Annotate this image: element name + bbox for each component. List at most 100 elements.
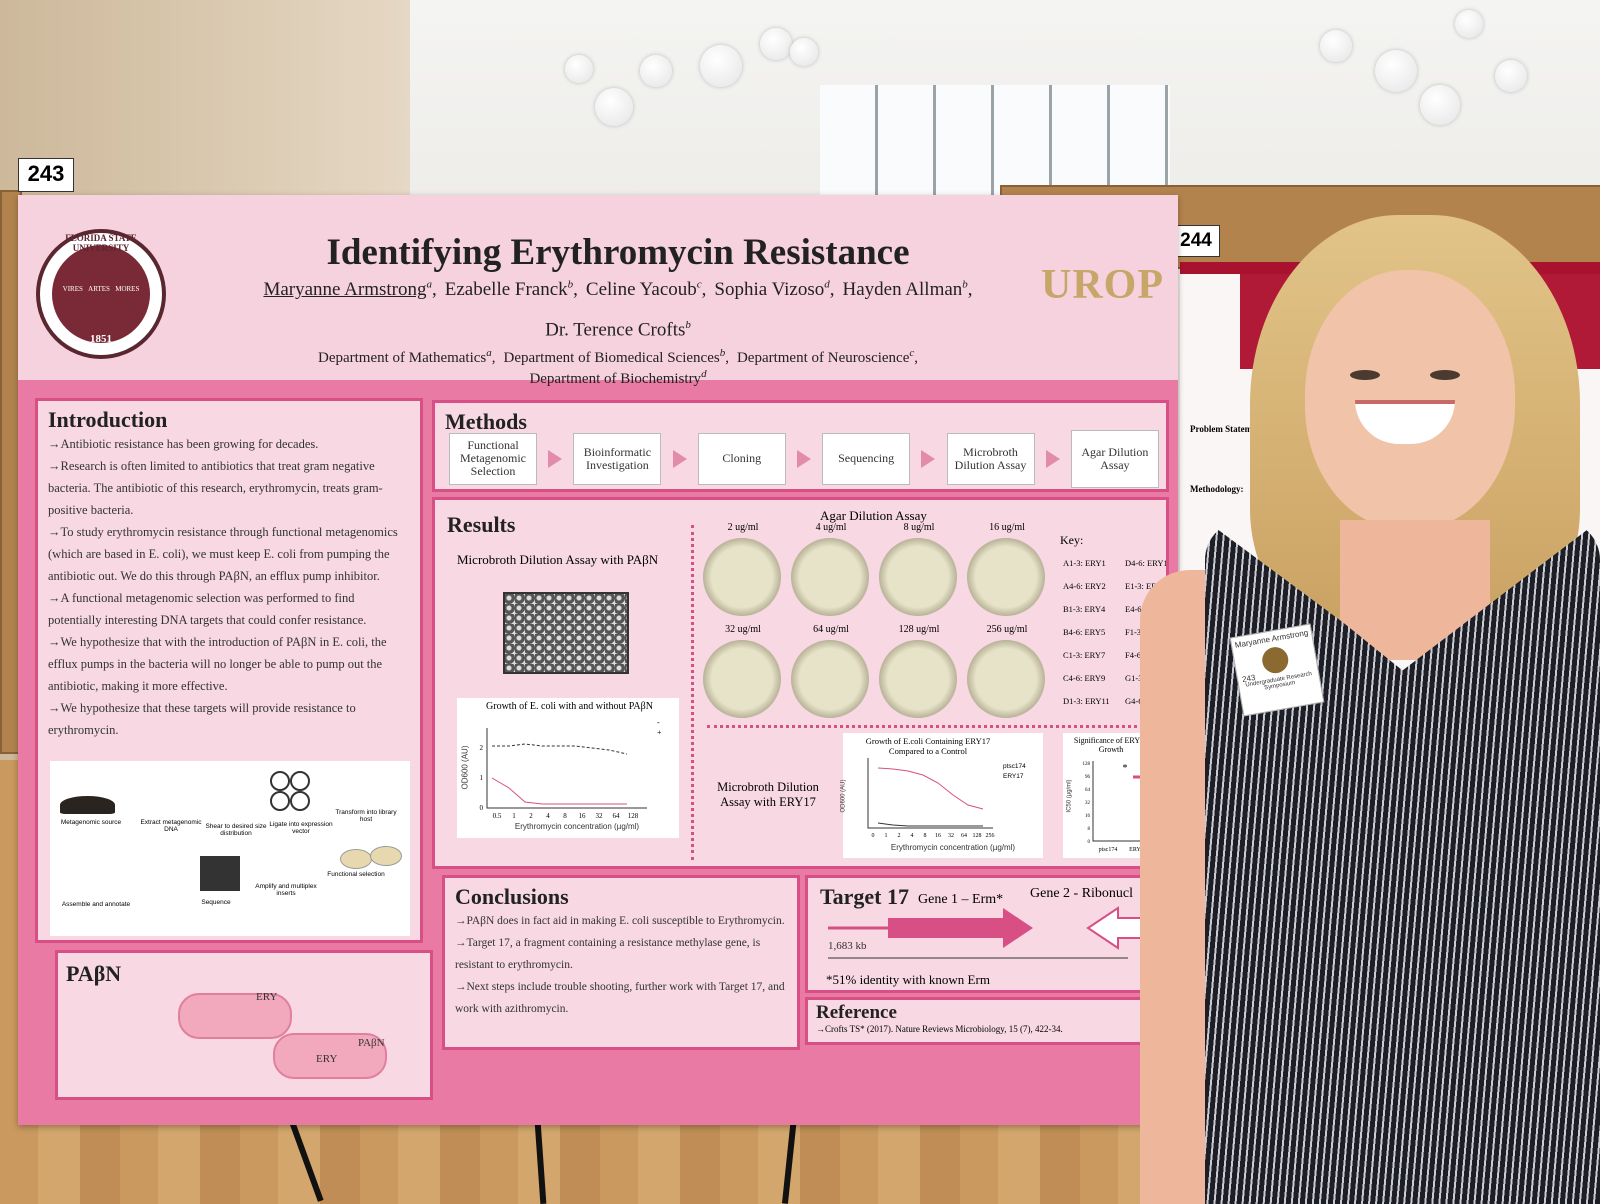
agar-plate — [879, 640, 957, 718]
bullet: →To study erythromycin resistance throug… — [48, 525, 398, 583]
author: Department of Mathematicsa, — [317, 347, 496, 366]
departments: Department of Mathematicsa, Department of… — [178, 347, 1058, 367]
name: Ezabelle Franck — [444, 279, 568, 301]
eye — [1430, 370, 1460, 380]
affiliation: b — [567, 279, 574, 291]
y-tick-label: 1 — [480, 774, 484, 782]
divider — [707, 725, 1162, 728]
motto-word: VIRES — [62, 285, 83, 293]
name: Department of Mathematics — [317, 350, 487, 366]
agar-plate — [791, 640, 869, 718]
arrow — [548, 449, 563, 468]
y-tick-label: 128 — [1083, 762, 1091, 767]
section-heading: Target 17 — [820, 884, 910, 909]
separator: , — [432, 279, 437, 301]
motto-word: MORES — [115, 285, 140, 293]
bullet: →We hypothesize that these targets will … — [48, 701, 356, 737]
plot: 0.5 1 2 4 8 16 32 64 128 0 1 2 — [480, 728, 647, 820]
conclusions-panel: Conclusions →PAβN does in fact aid in ma… — [442, 875, 800, 1050]
affiliation: c — [696, 279, 702, 291]
x-tick-label: 32 — [948, 833, 954, 839]
divider — [691, 525, 694, 860]
plate-label: 16 ug/ml — [989, 522, 1025, 533]
ery17-chart: Growth of E.coli Containing ERY17 Compar… — [841, 733, 1043, 858]
pabn-label: ERY — [316, 1053, 338, 1065]
agar-plate — [967, 640, 1045, 718]
method-step: Cloning — [697, 432, 786, 485]
note: *51% identity with known Erm — [826, 972, 990, 987]
name: Hayden Allman — [842, 279, 963, 301]
soil-icon — [60, 796, 115, 814]
name: Department of Biochemistry — [529, 371, 702, 387]
key-entry: B1-3: ERY4 — [1063, 604, 1106, 614]
x-tick-label: 1 — [885, 833, 888, 839]
curve — [492, 743, 628, 755]
separator: , — [573, 279, 578, 301]
separator: , — [701, 279, 707, 301]
name: Department of Biomedical Sciences — [503, 350, 720, 366]
diagram-label: Metagenomic source — [60, 819, 122, 826]
y-tick-label: 2 — [480, 744, 484, 752]
y-tick-label: 96 — [1085, 775, 1091, 780]
name-tag-seal — [1260, 645, 1291, 676]
plate-label: 64 ug/ml — [813, 624, 849, 635]
affiliation: a — [486, 347, 492, 359]
x-tick-label: 8 — [563, 812, 567, 820]
plasmid-icon — [290, 771, 310, 791]
seal-inner — [52, 245, 150, 343]
key-entry: E1-3: ERY13 — [1125, 581, 1169, 591]
bacterium — [273, 1033, 387, 1079]
affiliation: b — [685, 319, 691, 331]
x-tick-label: 16 — [579, 812, 587, 820]
lamp — [700, 45, 742, 87]
bullets: →Antibiotic resistance has been growing … — [48, 433, 410, 741]
x-tick-label: 8 — [924, 833, 927, 839]
motto-word: ARTES — [88, 285, 110, 293]
plasmid-icon — [270, 791, 290, 811]
arrow — [921, 449, 936, 468]
x-tick-label: 16 — [935, 833, 941, 839]
method-step: Microbroth Dilution Assay — [946, 432, 1035, 485]
plate-label: 128 ug/ml — [898, 624, 940, 635]
name: Maryanne Armstrong — [263, 279, 427, 301]
chart-title: Growth of E.coli Containing ERY17 Compar… — [865, 736, 991, 756]
axis — [1092, 761, 1148, 842]
author: Department of Neurosciencec, — [736, 347, 918, 366]
lamp — [565, 55, 593, 83]
key-entry: A1-3: ERY1 — [1063, 558, 1106, 568]
dish-icon — [340, 849, 372, 869]
x-tick-label: 2 — [898, 833, 901, 839]
x-tick-label: 0 — [872, 833, 875, 839]
agar-plate — [879, 538, 957, 616]
x-tick-label: ERY17 — [1129, 847, 1147, 853]
plate-label: 8 ug/ml — [903, 522, 935, 533]
x-tick-label: 4 — [546, 812, 550, 820]
method-step: Sequencing — [822, 432, 911, 485]
key-entry: D4-6: ERY12 — [1125, 558, 1169, 568]
affiliation: b — [962, 279, 968, 291]
author: Hayden Allmanb, — [843, 279, 973, 300]
length-label: 1,683 kb — [828, 940, 867, 952]
key-entry: C1-3: ERY7 — [1063, 650, 1106, 660]
curve — [877, 767, 984, 810]
name: Department of Neuroscience — [736, 350, 910, 366]
well-plate — [503, 592, 629, 674]
lamp — [790, 38, 818, 66]
x-tick-label: 128 — [973, 833, 982, 839]
urop-logo: UROP — [1041, 262, 1164, 308]
neighbor-text: Methodology: — [1190, 484, 1244, 494]
key-heading: Key: — [1060, 533, 1084, 547]
poster-title: Identifying Erythromycin Resistance — [326, 232, 910, 273]
arrow — [1045, 449, 1060, 468]
fsu-seal: VIRES ARTES MORES FLORIDA STATE UNIVERSITY… — [36, 229, 166, 359]
poster-header — [18, 195, 1178, 380]
diagram-label: Functional selection — [327, 871, 385, 878]
curve — [491, 777, 627, 805]
legend-entry: - — [657, 718, 660, 727]
diagram-label: Sequence — [201, 899, 231, 906]
x-tick-label: 1 — [512, 812, 516, 820]
gene-label: Gene 2 - Ribonucl — [1030, 886, 1134, 901]
separator: , — [725, 350, 729, 366]
y-tick-label: 16 — [1085, 814, 1091, 819]
